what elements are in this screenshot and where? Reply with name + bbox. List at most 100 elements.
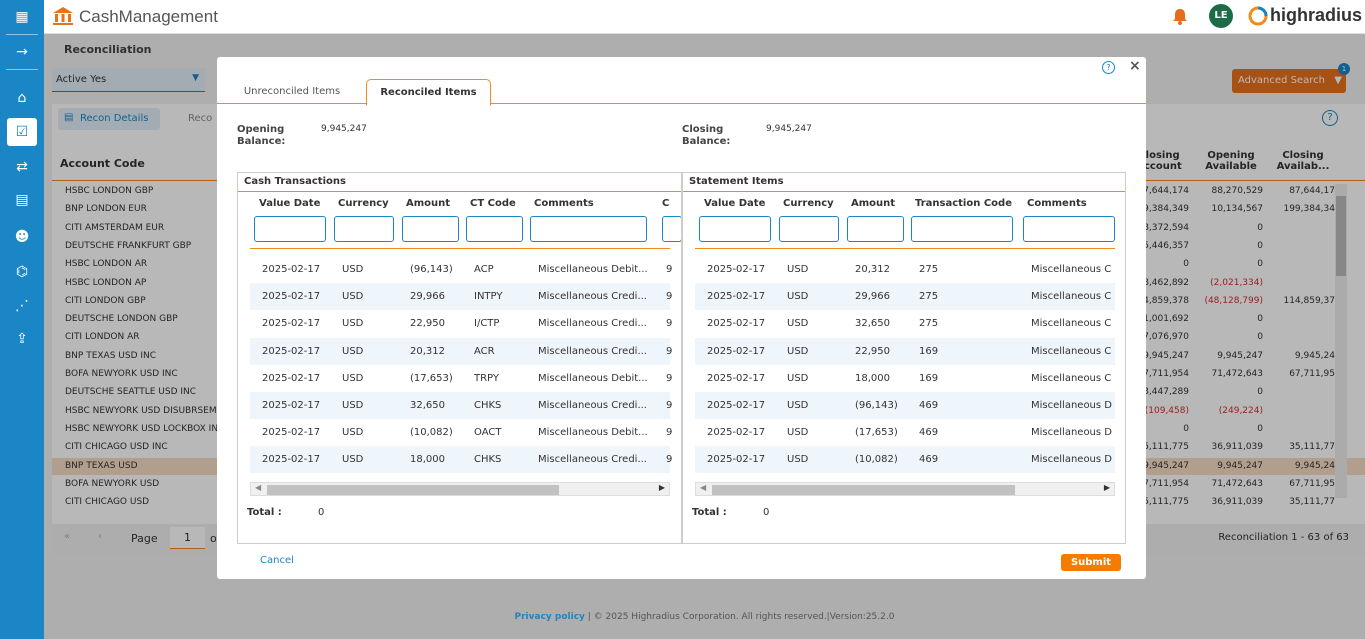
account-row[interactable]: BNP TEXAS USD INC bbox=[65, 350, 157, 361]
cash-column-header[interactable]: Value Date bbox=[259, 198, 321, 209]
statement-column-header[interactable]: Transaction Code bbox=[915, 198, 1012, 209]
account-row[interactable]: CITI AMSTERDAM EUR bbox=[65, 222, 165, 233]
statement-row[interactable]: 2025-02-17 USD 22,950 169 Miscellaneous C bbox=[695, 337, 1115, 365]
cash-filter-input[interactable] bbox=[402, 216, 459, 242]
cash-row[interactable]: 2025-02-17 USD 32,650 CHKS Miscellaneous Cre… bbox=[250, 392, 672, 419]
active-filter-select[interactable]: Active Yes ▼ bbox=[52, 68, 205, 92]
account-row[interactable]: BOFA NEWYORK USD INC bbox=[65, 369, 178, 379]
cash-filter-input[interactable] bbox=[254, 216, 326, 242]
apps-grid-icon[interactable]: ▦ bbox=[15, 9, 29, 25]
scroll-thumb[interactable] bbox=[712, 485, 1015, 495]
cash-row[interactable]: 2025-02-17 USD (96,143) ACP Miscellaneous De… bbox=[250, 256, 672, 283]
cash-row[interactable]: 2025-02-17 USD 18,000 CHKS Miscellaneous Cre… bbox=[250, 446, 672, 474]
statement-horizontal-scrollbar[interactable]: ◀ ▶ bbox=[695, 482, 1115, 496]
account-row[interactable]: BNP TEXAS USD bbox=[65, 460, 138, 471]
cash-filter-input[interactable] bbox=[662, 216, 681, 242]
cash-filter-input[interactable] bbox=[466, 216, 523, 242]
tab-reconciled-items[interactable]: Reconciled Items bbox=[366, 79, 491, 106]
balance-column-header[interactable]: Closing Availab... bbox=[1274, 150, 1332, 172]
privacy-policy-link[interactable]: Privacy policy bbox=[514, 612, 585, 622]
cash-row[interactable]: 2025-02-17 USD (10,082) OACT Miscellaneous D… bbox=[250, 419, 672, 446]
tab-unreconciled-items[interactable]: Unreconciled Items bbox=[243, 86, 341, 97]
tab-recon-details[interactable]: ▤ Recon Details bbox=[58, 108, 160, 130]
scroll-thumb[interactable] bbox=[1336, 196, 1346, 276]
scroll-left-icon[interactable]: ◀ bbox=[700, 483, 707, 492]
expand-arrow-icon[interactable]: → bbox=[16, 44, 28, 60]
account-row[interactable]: HSBC LONDON AP bbox=[65, 277, 147, 288]
account-row[interactable]: DEUTSCHE SEATTLE USD INC bbox=[65, 387, 197, 398]
first-page-icon[interactable]: « bbox=[64, 531, 71, 542]
statement-column-header[interactable]: Currency bbox=[783, 198, 834, 209]
bank-icon[interactable]: ⌬ bbox=[15, 264, 29, 280]
report-icon[interactable]: ▤ bbox=[15, 192, 29, 208]
cash-filter-input[interactable] bbox=[530, 216, 647, 242]
scroll-right-icon[interactable]: ▶ bbox=[658, 483, 665, 492]
advanced-search-button[interactable]: Advanced Search ▼ 1 bbox=[1232, 63, 1350, 93]
account-row[interactable]: BOFA NEWYORK USD bbox=[65, 478, 160, 489]
statement-row[interactable]: 2025-02-17 USD (10,082) 469 Miscellaneous D bbox=[695, 446, 1115, 474]
prev-page-icon[interactable]: ‹ bbox=[98, 531, 102, 542]
statement-column-header[interactable]: Value Date bbox=[704, 198, 766, 209]
account-row[interactable]: CITI LONDON AR bbox=[65, 332, 140, 343]
cash-row[interactable]: 2025-02-17 USD 29,966 INTPY Miscellaneous Cr… bbox=[250, 283, 672, 311]
balance-column-header[interactable]: Closing Account bbox=[1130, 150, 1188, 172]
statement-row[interactable]: 2025-02-17 USD (17,653) 469 Miscellaneous D bbox=[695, 419, 1115, 446]
account-row[interactable]: HSBC NEWYORK USD LOCKBOX IN bbox=[65, 423, 219, 434]
statement-column-header[interactable]: Comments bbox=[1027, 198, 1087, 209]
help-icon[interactable]: ? bbox=[1102, 61, 1115, 74]
statement-filter-input[interactable] bbox=[1023, 216, 1115, 242]
bell-icon[interactable] bbox=[1172, 7, 1188, 25]
cash-column-header[interactable]: CT Code bbox=[470, 198, 516, 209]
account-row[interactable]: DEUTSCHE FRANKFURT GBP bbox=[65, 240, 192, 251]
scroll-thumb[interactable] bbox=[267, 485, 559, 495]
statement-filter-input[interactable] bbox=[847, 216, 904, 242]
cash-column-header[interactable]: Currency bbox=[338, 198, 389, 209]
statement-column-header[interactable]: Amount bbox=[851, 198, 896, 209]
cash-column-header[interactable]: Comments bbox=[534, 198, 594, 209]
account-row[interactable]: CITI CHICAGO USD INC bbox=[65, 442, 168, 453]
avatar[interactable]: LE bbox=[1209, 4, 1233, 28]
cash-row[interactable]: 2025-02-17 USD 20,312 ACR Miscellaneous Cred… bbox=[250, 337, 672, 365]
statement-row[interactable]: 2025-02-17 USD 20,312 275 Miscellaneous C bbox=[695, 256, 1115, 283]
cash-column-header[interactable]: Amount bbox=[406, 198, 451, 209]
account-row[interactable]: CITI LONDON GBP bbox=[65, 295, 146, 306]
scroll-left-icon[interactable]: ◀ bbox=[255, 483, 262, 492]
account-row[interactable]: BNP LONDON EUR bbox=[65, 204, 147, 215]
cancel-button[interactable]: Cancel bbox=[260, 555, 294, 566]
cash-cell: 9 bbox=[666, 345, 672, 357]
cash-column-header[interactable]: C bbox=[662, 198, 670, 209]
transfer-icon[interactable]: ⇄ bbox=[16, 159, 28, 175]
cash-row[interactable]: 2025-02-17 USD 22,950 I/CTP Miscellaneous Cr… bbox=[250, 310, 672, 337]
home-icon[interactable]: ⌂ bbox=[17, 90, 27, 106]
page-input[interactable]: 1 bbox=[170, 527, 205, 549]
balance-column-header[interactable]: Opening Available bbox=[1202, 150, 1260, 172]
statement-row[interactable]: 2025-02-17 USD 32,650 275 Miscellaneous C bbox=[695, 310, 1115, 337]
statement-row[interactable]: 2025-02-17 USD 18,000 169 Miscellaneous C bbox=[695, 365, 1115, 392]
account-row[interactable]: CITI CHICAGO USD bbox=[65, 497, 150, 508]
scroll-right-icon[interactable]: ▶ bbox=[1103, 483, 1110, 492]
statement-filter-input[interactable] bbox=[779, 216, 839, 242]
close-icon[interactable]: × bbox=[1129, 58, 1141, 74]
account-row[interactable]: HSBC LONDON GBP bbox=[65, 186, 154, 196]
statement-filter-input[interactable] bbox=[699, 216, 771, 242]
vertical-scrollbar[interactable] bbox=[1335, 184, 1347, 498]
cash-cell: 9 bbox=[666, 318, 672, 330]
cash-filter-input[interactable] bbox=[334, 216, 394, 242]
statement-row[interactable]: 2025-02-17 USD 29,966 275 Miscellaneous C bbox=[695, 283, 1115, 311]
account-row[interactable]: HSBC LONDON AR bbox=[65, 259, 148, 270]
users-icon[interactable]: ☻ bbox=[14, 229, 30, 245]
help-icon[interactable]: ? bbox=[1322, 110, 1338, 126]
account-code-header[interactable]: Account Code bbox=[60, 157, 145, 170]
statement-row[interactable]: 2025-02-17 USD (96,143) 469 Miscellaneous D bbox=[695, 392, 1115, 419]
reconciliation-icon[interactable]: ☑ bbox=[7, 118, 37, 146]
upload-icon[interactable]: ⇪ bbox=[16, 331, 28, 347]
submit-button[interactable]: Submit bbox=[1061, 554, 1121, 571]
cash-horizontal-scrollbar[interactable]: ◀ ▶ bbox=[250, 482, 670, 496]
share-icon[interactable]: ⋰ bbox=[15, 298, 29, 314]
cash-row[interactable]: 2025-02-17 USD (17,653) TRPY Miscellaneous D… bbox=[250, 365, 672, 392]
cash-cell: 9 bbox=[666, 291, 672, 303]
account-row[interactable]: DEUTSCHE LONDON GBP bbox=[65, 314, 178, 325]
account-row[interactable]: HSBC NEWYORK USD DISUBRSEME bbox=[65, 405, 223, 416]
statement-filter-input[interactable] bbox=[911, 216, 1013, 242]
tab-recon-other[interactable]: Reco bbox=[188, 113, 213, 124]
